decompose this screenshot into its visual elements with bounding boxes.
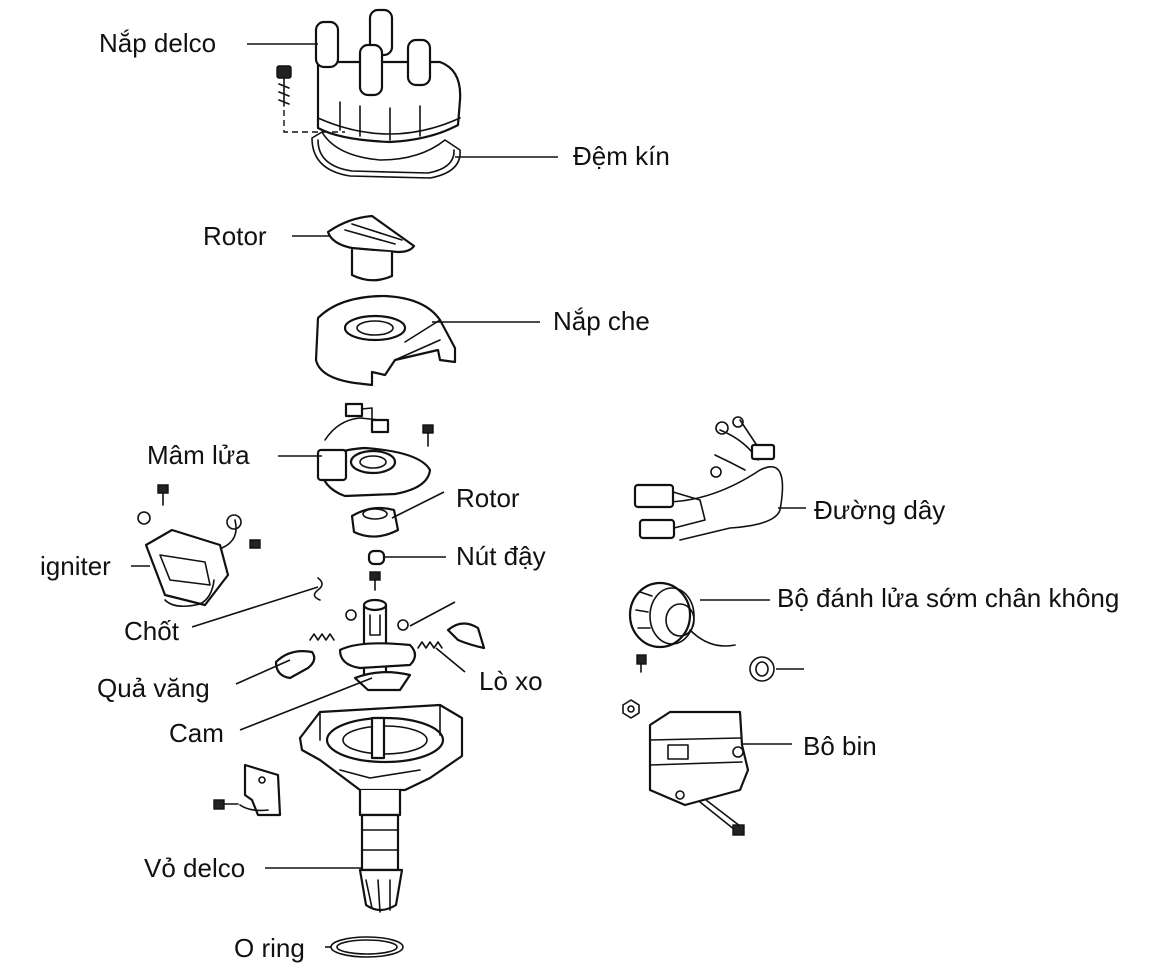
label-igniter: igniter (40, 551, 111, 581)
label-rotor-top: Rotor (203, 221, 267, 251)
leader-lines (131, 43, 806, 948)
rotor-top (326, 214, 416, 282)
housing (298, 703, 464, 913)
pin-clip (313, 577, 323, 601)
wiring-harness (633, 416, 784, 541)
label-qua-vang: Quả văng (97, 673, 210, 703)
label-dem-kin: Đệm kín (573, 141, 670, 171)
label-o-ring: O ring (234, 933, 305, 963)
leader-qua-vang (235, 659, 291, 685)
leader-chot (191, 586, 319, 628)
leader-rotor-mid (391, 491, 445, 519)
breaker-plate (316, 402, 434, 498)
label-duong-day: Đường dây (814, 495, 946, 525)
dust-cover (314, 294, 457, 387)
label-bo-bin: Bô bin (803, 731, 877, 761)
cap-screw (276, 65, 345, 133)
washer (749, 656, 775, 682)
leader-cam (239, 677, 373, 731)
ignition-coil (622, 699, 750, 836)
label-rotor-mid: Rotor (456, 483, 520, 513)
label-bo-danh-lua: Bộ đánh lửa sớm chân không (777, 583, 1120, 613)
plug (367, 549, 386, 566)
label-cam: Cam (169, 718, 224, 748)
rotor-mid (350, 506, 400, 538)
label-nap-delco: Nắp delco (99, 28, 217, 58)
governor-assembly (274, 571, 486, 692)
o-ring-part (330, 936, 404, 958)
igniter-part (137, 484, 261, 608)
bracket (213, 763, 282, 817)
label-chot: Chốt (124, 616, 179, 646)
leader-lo-xo (435, 647, 466, 673)
label-mam-lua: Mâm lửa (147, 440, 250, 470)
distributor-cap (314, 8, 462, 144)
label-nap-che: Nắp che (553, 306, 650, 336)
label-vo-delco: Vỏ delco (144, 853, 246, 883)
label-lo-xo: Lò xo (479, 666, 543, 696)
cap-gasket (311, 131, 461, 179)
leader-spring-top (409, 601, 456, 627)
vacuum-advance (628, 581, 736, 673)
label-nut-day: Nút đậy (456, 541, 546, 571)
